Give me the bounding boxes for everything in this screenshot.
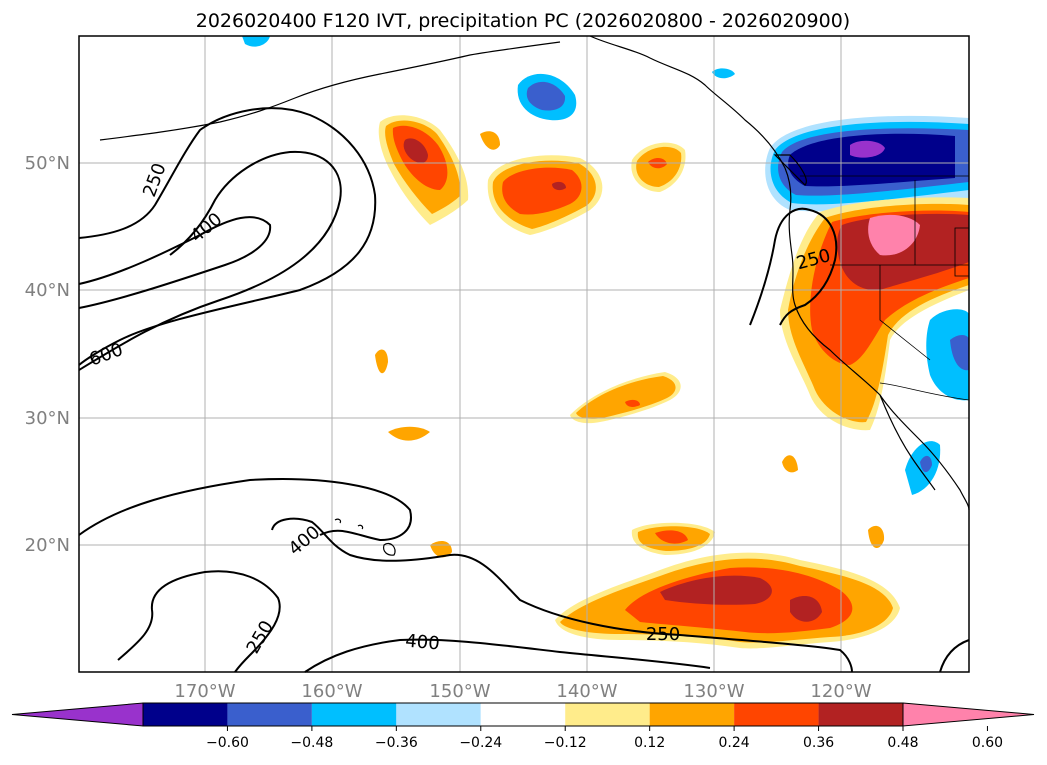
colorbar-segment <box>734 703 819 726</box>
hawaii-island <box>334 518 342 524</box>
shade-mid-high <box>375 349 388 374</box>
lat-label: 50°N <box>25 153 70 174</box>
colorbar-tick-label: 0.24 <box>719 735 750 751</box>
colorbar-segment <box>818 703 903 726</box>
ivt-contour-coast-250 <box>749 207 838 326</box>
colorbar-tick-label: −0.48 <box>290 735 333 751</box>
colorbar-segment <box>311 703 397 726</box>
precip-shading <box>242 36 969 649</box>
shade-top-low <box>712 68 735 79</box>
ivt-contours <box>78 107 970 673</box>
colorbar-tick-label: 0.48 <box>887 735 918 751</box>
shade-mid-high <box>576 376 676 419</box>
hawaii-island <box>357 524 364 530</box>
colorbar-tick-label: −0.12 <box>544 735 587 751</box>
shade-gulf-low <box>526 81 566 111</box>
ivt-contour-bottom <box>304 638 711 673</box>
colorbar-segment <box>227 703 312 726</box>
coastline-north-america <box>589 35 970 511</box>
state-borders <box>800 175 970 401</box>
lon-label: 130°W <box>683 681 744 702</box>
shade-mid-high <box>782 455 798 473</box>
border-ca-nv <box>879 265 931 361</box>
ivt-contour-600 <box>78 150 342 371</box>
shade-mid-high <box>388 426 430 441</box>
vancouver-island <box>773 154 807 186</box>
map-frame <box>78 35 970 673</box>
shade-sub-high <box>655 530 688 544</box>
colorbar-tick-label: 0.36 <box>803 735 834 751</box>
baja-peninsula <box>879 394 936 491</box>
contour-label: 250 <box>646 624 680 645</box>
ivt-contour-south-400 <box>271 517 853 673</box>
colorbar-extend-high <box>902 702 1035 727</box>
figure-title: 2026020400 F120 IVT, precipitation PC (2… <box>196 10 850 32</box>
colorbar-tick-label: 0.60 <box>972 735 1003 751</box>
colorbar-segment <box>565 703 650 726</box>
colorbar-tick-label: −0.24 <box>459 735 502 751</box>
aleutian-islands <box>99 41 561 141</box>
colorbar-extend-low <box>11 702 144 727</box>
hawaii-island <box>383 542 396 556</box>
ivt-contour-se <box>939 639 970 673</box>
shade-nw-low <box>850 140 885 158</box>
colorbar-segment <box>143 703 228 726</box>
ivt-contour-south-inner <box>117 570 281 673</box>
shade-sw-low <box>950 335 969 371</box>
contour-label: 400 <box>404 631 440 655</box>
shade-nw-low <box>788 133 955 187</box>
shade-sw-low <box>920 455 932 473</box>
lon-label: 160°W <box>301 681 362 702</box>
lat-label: 40°N <box>25 280 70 301</box>
border-us-mexico <box>879 382 970 401</box>
lat-label: 30°N <box>25 408 70 429</box>
colorbar-segment <box>396 703 481 726</box>
colorbar-segment <box>649 703 735 726</box>
lon-label: 170°W <box>174 681 235 702</box>
lon-label: 140°W <box>556 681 617 702</box>
lon-label: 150°W <box>429 681 490 702</box>
coastlines <box>99 35 970 556</box>
shade-mid-high <box>480 131 500 150</box>
colorbar-segment <box>480 703 566 726</box>
colorbar: −0.60 −0.48 −0.36 −0.24 −0.12 0.12 0.24 0.36 0.4… <box>11 702 1035 751</box>
longitude-labels: 170°W 160°W 150°W 140°W 130°W 120°W <box>174 681 871 702</box>
ivt-contour-400 <box>78 216 272 309</box>
shade-sub-high <box>790 596 822 622</box>
lat-label: 20°N <box>25 535 70 556</box>
colorbar-tick-label: −0.60 <box>206 735 249 751</box>
colorbar-tick-label: 0.12 <box>634 735 665 751</box>
map-panel: 250 400 600 250 400 250 400 250 <box>78 35 970 673</box>
shade-top-low <box>242 36 270 47</box>
gridlines <box>79 36 969 672</box>
shade-mid-high <box>502 167 582 215</box>
lon-label: 120°W <box>810 681 871 702</box>
shade-mid-high <box>403 138 428 163</box>
shade-mid-high <box>625 399 640 407</box>
colorbar-tick-label: −0.36 <box>375 735 418 751</box>
shade-mid-high <box>868 525 885 549</box>
shade-coast-high <box>868 214 920 256</box>
shade-sw-low <box>926 309 969 401</box>
shade-mid-high <box>552 181 566 191</box>
colorbar-outline <box>142 702 904 727</box>
latitude-labels: 50°N 40°N 30°N 20°N <box>25 153 70 556</box>
shade-sub-high <box>660 575 772 605</box>
ivt-contour-south-250 <box>78 478 412 542</box>
